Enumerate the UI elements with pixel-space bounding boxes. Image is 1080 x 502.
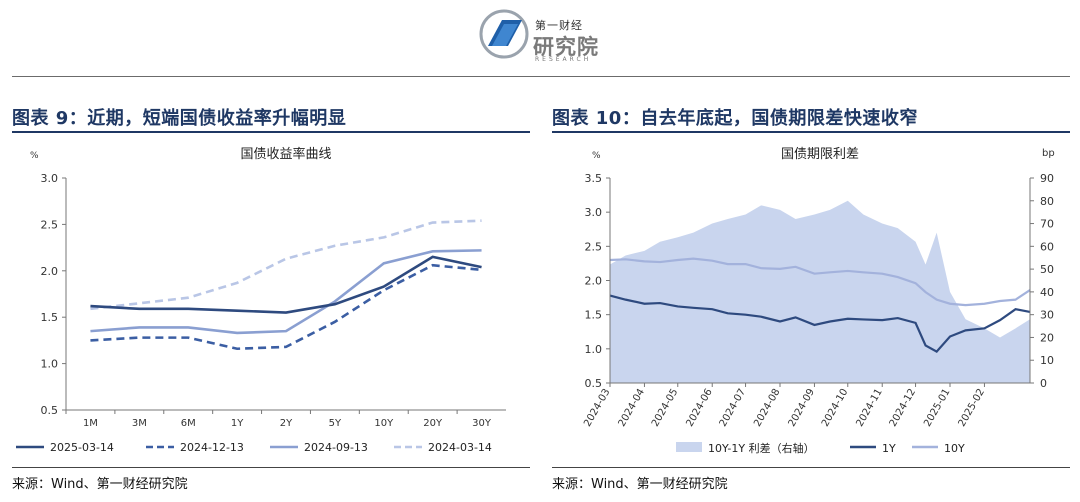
series-line-2024-09-13 (90, 249, 482, 335)
series-line-2025-03-14 (90, 255, 482, 314)
brand-big-text: 研究院 (533, 35, 599, 59)
x-tick-label: 2Y (280, 418, 293, 429)
y-right-tick-label: 50 (1040, 263, 1054, 276)
yield-curve-chart: 国债收益率曲线% 0.5 1.0 1.5 2.0 2.5 3.0 1M 3M 6M 1Y 2Y 5Y 10… (16, 146, 506, 454)
y-left-tick-label: 3.0 (585, 206, 603, 219)
x-tick-label: 20Y (423, 418, 443, 429)
x-tick-label: 2024-04 (617, 387, 647, 429)
y-tick-label: 0.5 (41, 404, 59, 417)
x-tick-label: 2024-09 (787, 387, 817, 429)
x-tick-label: 1M (83, 418, 98, 429)
legend-swatch (676, 442, 702, 452)
x-tick-label: 2024-03 (582, 387, 612, 429)
x-tick-label: 2024-11 (854, 387, 884, 429)
x-tick-label: 3M (132, 418, 147, 429)
y-right-tick-label: 70 (1040, 218, 1054, 231)
research-logo-icon (479, 9, 529, 59)
y-left-tick-label: 2.5 (585, 240, 603, 253)
x-tick-label: 2024-06 (684, 387, 714, 429)
x-tick-label: 5Y (329, 418, 342, 429)
series-line-1Y (609, 294, 1031, 353)
x-tick-label: 2024-12 (888, 387, 918, 429)
x-tick-label: 2025-02 (957, 387, 987, 429)
y-tick-label: 2.0 (41, 265, 59, 278)
legend-label: 10Y-1Y 利差（右轴） (708, 441, 815, 455)
legend-label: 2024-09-13 (304, 441, 368, 454)
legend-label: 2024-03-14 (428, 441, 492, 454)
right-source-rule (552, 467, 1070, 468)
series-line-2024-12-13 (90, 263, 482, 351)
y-left-tick-label: 1.0 (585, 343, 603, 356)
x-tick-label: 10Y (374, 418, 394, 429)
brand-logo: 第一财经 研究院 RESEARCH (478, 6, 608, 64)
x-tick-label: 1Y (231, 418, 244, 429)
series-line-2024-03-14 (90, 219, 482, 311)
series-line-10Y (609, 257, 1031, 307)
y-left-tick-label: 1.5 (585, 309, 603, 322)
x-tick-label: 2024-05 (650, 387, 680, 429)
y-left-tick-label: 0.5 (585, 377, 603, 390)
y-right-tick-label: 10 (1040, 354, 1054, 367)
x-tick-label: 30Y (472, 418, 492, 429)
y-left-unit-label: % (592, 151, 601, 161)
x-tick-label: 2024-10 (820, 387, 850, 429)
chart-title: 国债收益率曲线 (240, 146, 331, 162)
y-right-tick-label: 80 (1040, 195, 1054, 208)
y-unit-label: % (30, 151, 39, 161)
y-right-tick-label: 20 (1040, 331, 1054, 344)
term-spread-chart: 国债期限利差% bp 0.5 1.0 1.5 2.0 2.5 3.0 3.5 0 10 20 30 40 5… (582, 147, 1055, 455)
left-title-rule (12, 131, 530, 133)
y-right-unit-label: bp (1042, 148, 1055, 159)
brand-english-text: RESEARCH (535, 56, 592, 63)
chart-title: 国债期限利差 (781, 147, 859, 162)
y-right-tick-label: 60 (1040, 240, 1054, 253)
left-source-rule (12, 467, 530, 468)
y-right-tick-label: 0 (1040, 377, 1047, 390)
left-source: 来源：Wind、第一财经研究院 (12, 477, 188, 492)
right-title-rule (552, 131, 1070, 133)
y-tick-label: 3.0 (41, 172, 59, 185)
y-tick-label: 2.5 (41, 218, 59, 231)
left-figure-title: 图表 9：近期，短端国债收益率升幅明显 (12, 108, 347, 129)
legend-label: 2025-03-14 (50, 441, 114, 454)
header-divider (12, 76, 1070, 77)
right-source: 来源：Wind、第一财经研究院 (552, 477, 728, 492)
y-right-tick-label: 40 (1040, 286, 1054, 299)
y-tick-label: 1.5 (41, 311, 59, 324)
legend-label: 2024-12-13 (180, 441, 244, 454)
y-right-tick-label: 30 (1040, 309, 1054, 322)
y-left-tick-label: 2.0 (585, 275, 603, 288)
legend-label: 1Y (882, 442, 896, 455)
x-tick-label: 6M (181, 418, 196, 429)
legend-label: 10Y (944, 442, 965, 455)
y-left-tick-label: 3.5 (585, 172, 603, 185)
brand-small-text: 第一财经 (535, 19, 583, 32)
y-tick-label: 1.0 (41, 358, 59, 371)
spread-area (610, 200, 1030, 383)
x-tick-label: 2024-08 (752, 387, 782, 429)
y-right-tick-label: 90 (1040, 172, 1054, 185)
x-tick-label: 2024-07 (718, 387, 748, 429)
right-figure-title: 图表 10：自去年底起，国债期限差快速收窄 (552, 108, 918, 129)
x-tick-label: 2025-01 (922, 387, 952, 429)
